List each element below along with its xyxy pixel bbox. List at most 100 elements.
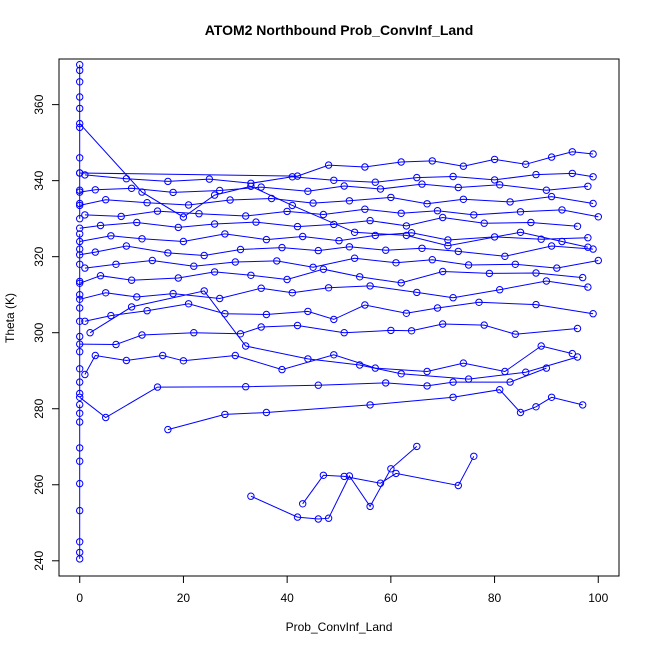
data-point (242, 342, 250, 350)
data-point (309, 199, 317, 207)
y-axis-label: Theta (K) (3, 293, 17, 343)
data-point (413, 173, 421, 182)
data-point (76, 378, 84, 386)
data-point (402, 222, 411, 230)
series-line-11 (79, 280, 588, 300)
data-point (444, 242, 452, 250)
data-point (236, 330, 245, 338)
data-point (449, 378, 457, 386)
data-point (76, 317, 84, 325)
data-point (76, 78, 84, 86)
data-point (200, 287, 208, 295)
data-point (257, 284, 265, 292)
data-point (174, 223, 183, 232)
data-point (179, 213, 188, 221)
data-point (516, 228, 525, 237)
data-point (340, 472, 348, 481)
data-point (122, 242, 131, 250)
y-tick-label: 280 (32, 398, 46, 418)
data-point (257, 183, 265, 191)
data-point (319, 265, 328, 273)
series-line-5 (302, 456, 475, 505)
x-axis: 0 20 40 60 80 100 (76, 575, 609, 605)
data-point (439, 267, 447, 276)
data-point (76, 393, 84, 401)
data-point (112, 340, 120, 349)
data-point (459, 162, 468, 170)
data-point (361, 163, 369, 171)
data-point (195, 210, 203, 218)
data-point (76, 340, 84, 348)
data-point (532, 269, 540, 277)
data-point (76, 457, 84, 465)
data-point (190, 262, 198, 270)
data-point (314, 381, 322, 389)
data-point (210, 191, 219, 199)
data-point (387, 326, 395, 335)
data-point (96, 221, 105, 230)
data-point (584, 283, 592, 291)
data-point (226, 196, 234, 204)
data-point (76, 260, 84, 268)
data-point (428, 256, 436, 264)
data-point (579, 273, 587, 282)
data-point (568, 148, 576, 156)
data-point (102, 196, 110, 204)
x-tick-label: 80 (488, 591, 502, 605)
data-point (584, 182, 592, 191)
data-point (340, 329, 348, 337)
series-line-15 (79, 232, 588, 243)
data-point (542, 186, 551, 194)
data-point (247, 182, 255, 191)
data-point (584, 243, 592, 251)
data-point (589, 199, 597, 208)
data-point (76, 418, 84, 426)
data-point (407, 327, 416, 335)
data-point (76, 277, 84, 286)
data-point (439, 213, 447, 222)
x-tick-label: 100 (588, 591, 608, 605)
data-point (319, 210, 328, 219)
data-point (216, 294, 224, 303)
data-point (356, 273, 364, 281)
data-point (376, 479, 385, 487)
data-point (76, 400, 84, 409)
series-line-13 (84, 257, 599, 269)
data-point (76, 104, 84, 113)
data-point (537, 342, 545, 350)
data-point (547, 393, 556, 401)
series-line-6 (167, 389, 583, 431)
data-point (464, 375, 473, 383)
data-point (324, 161, 333, 169)
data-point (397, 158, 405, 166)
data-point (133, 293, 141, 301)
data-point (247, 271, 255, 279)
data-point (470, 452, 478, 460)
data-point (169, 188, 177, 197)
data-point (589, 173, 597, 181)
data-point (76, 230, 84, 238)
series-line-22 (79, 123, 589, 248)
data-point (366, 282, 374, 290)
data-point (490, 155, 499, 164)
data-point (459, 359, 468, 367)
data-point (350, 228, 359, 237)
data-point (324, 514, 333, 522)
data-point (402, 309, 411, 317)
data-point (102, 289, 110, 297)
data-point (397, 209, 405, 218)
data-point (418, 244, 426, 253)
data-point (221, 410, 229, 419)
data-point (273, 257, 281, 265)
data-point (573, 353, 582, 361)
data-point (257, 323, 265, 331)
data-point (288, 289, 296, 297)
data-point (537, 235, 545, 243)
data-point (76, 548, 84, 557)
series-line-16 (79, 216, 578, 229)
data-point (76, 506, 84, 515)
data-point (547, 242, 556, 250)
data-point (480, 219, 488, 227)
data-point (304, 355, 312, 363)
